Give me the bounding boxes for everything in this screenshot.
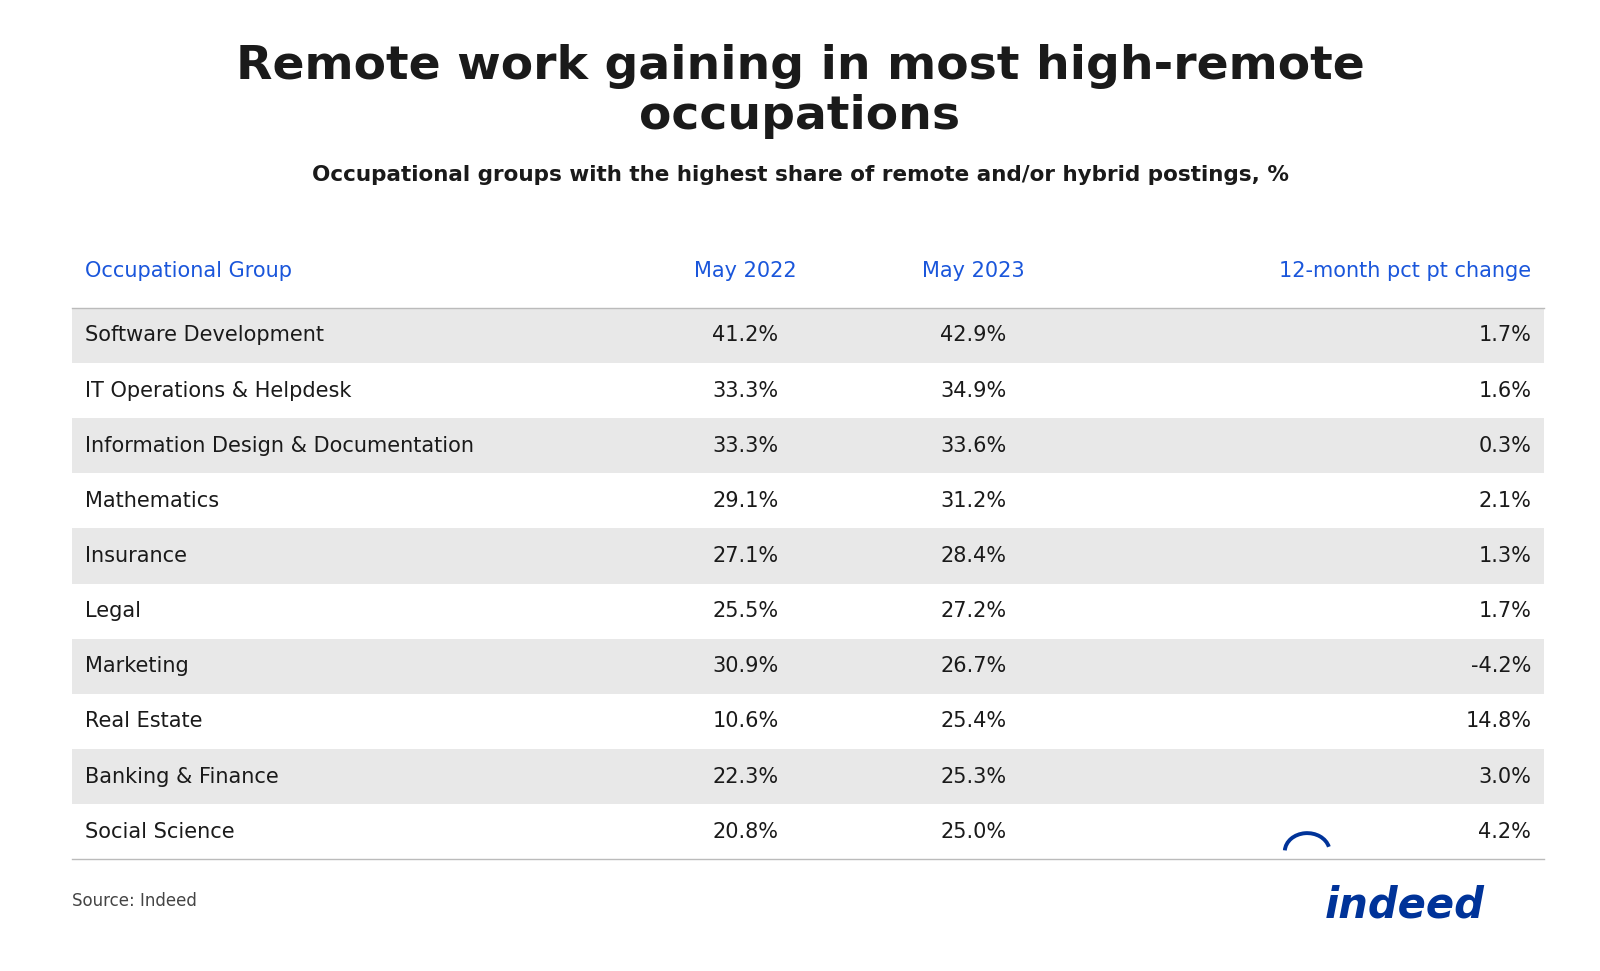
Text: 25.3%: 25.3% bbox=[941, 767, 1006, 787]
Text: 42.9%: 42.9% bbox=[941, 325, 1006, 346]
Text: 1.7%: 1.7% bbox=[1478, 325, 1531, 346]
Text: Banking & Finance: Banking & Finance bbox=[85, 767, 278, 787]
Text: Legal: Legal bbox=[85, 601, 141, 621]
Text: Occupational groups with the highest share of remote and/or hybrid postings, %: Occupational groups with the highest sha… bbox=[312, 165, 1288, 185]
Text: 1.7%: 1.7% bbox=[1478, 601, 1531, 621]
Text: Marketing: Marketing bbox=[85, 656, 189, 676]
Text: 28.4%: 28.4% bbox=[941, 546, 1006, 566]
Text: Social Science: Social Science bbox=[85, 821, 235, 842]
Text: 26.7%: 26.7% bbox=[941, 656, 1006, 676]
Text: 3.0%: 3.0% bbox=[1478, 767, 1531, 787]
Text: 22.3%: 22.3% bbox=[712, 767, 779, 787]
Text: 27.2%: 27.2% bbox=[941, 601, 1006, 621]
Text: 20.8%: 20.8% bbox=[712, 821, 779, 842]
Text: May 2022: May 2022 bbox=[694, 261, 797, 282]
Text: 1.3%: 1.3% bbox=[1478, 546, 1531, 566]
Text: Information Design & Documentation: Information Design & Documentation bbox=[85, 436, 474, 455]
Text: 41.2%: 41.2% bbox=[712, 325, 779, 346]
Text: 2.1%: 2.1% bbox=[1478, 491, 1531, 511]
Text: 0.3%: 0.3% bbox=[1478, 436, 1531, 455]
Text: May 2023: May 2023 bbox=[922, 261, 1026, 282]
Text: Mathematics: Mathematics bbox=[85, 491, 219, 511]
Text: Software Development: Software Development bbox=[85, 325, 323, 346]
Text: 31.2%: 31.2% bbox=[941, 491, 1006, 511]
Text: 12-month pct pt change: 12-month pct pt change bbox=[1278, 261, 1531, 282]
Text: 33.3%: 33.3% bbox=[712, 436, 779, 455]
Text: 25.5%: 25.5% bbox=[712, 601, 779, 621]
Text: Source: Indeed: Source: Indeed bbox=[72, 892, 197, 910]
Text: IT Operations & Helpdesk: IT Operations & Helpdesk bbox=[85, 381, 350, 400]
Text: Insurance: Insurance bbox=[85, 546, 187, 566]
Text: 10.6%: 10.6% bbox=[712, 712, 779, 731]
Text: 29.1%: 29.1% bbox=[712, 491, 779, 511]
Text: 34.9%: 34.9% bbox=[941, 381, 1006, 400]
Text: 30.9%: 30.9% bbox=[712, 656, 779, 676]
Text: 33.3%: 33.3% bbox=[712, 381, 779, 400]
Text: 14.8%: 14.8% bbox=[1466, 712, 1531, 731]
Text: 25.0%: 25.0% bbox=[941, 821, 1006, 842]
Text: Occupational Group: Occupational Group bbox=[85, 261, 291, 282]
Text: 33.6%: 33.6% bbox=[941, 436, 1006, 455]
Text: Real Estate: Real Estate bbox=[85, 712, 202, 731]
Text: indeed: indeed bbox=[1325, 885, 1485, 926]
Text: 1.6%: 1.6% bbox=[1478, 381, 1531, 400]
Text: -4.2%: -4.2% bbox=[1470, 656, 1531, 676]
Text: Remote work gaining in most high-remote
occupations: Remote work gaining in most high-remote … bbox=[235, 44, 1365, 139]
Text: 4.2%: 4.2% bbox=[1478, 821, 1531, 842]
Text: 27.1%: 27.1% bbox=[712, 546, 779, 566]
Text: 25.4%: 25.4% bbox=[941, 712, 1006, 731]
